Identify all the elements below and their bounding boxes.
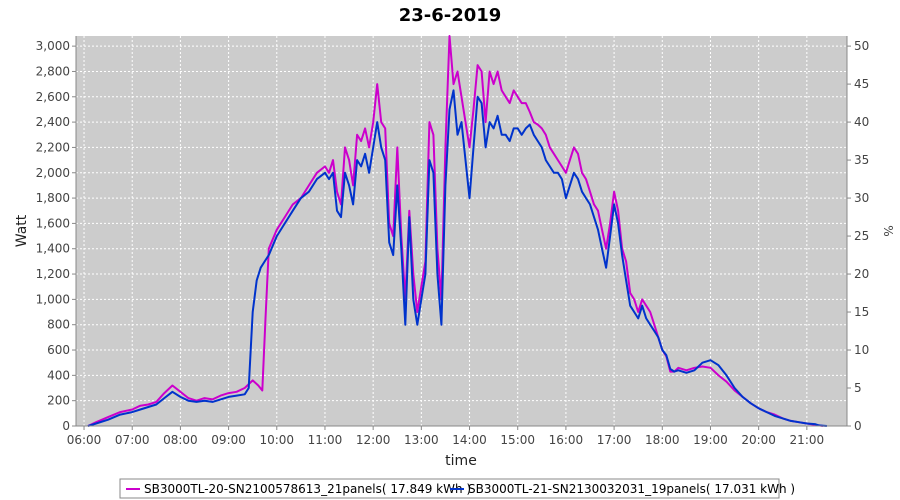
x-tick-label: 13:00 (404, 433, 439, 447)
y2-tick-label: 40 (854, 115, 869, 129)
y2-tick-label: 30 (854, 191, 869, 205)
y-tick-label: 1,400 (36, 242, 70, 256)
y2-tick-label: 35 (854, 153, 869, 167)
y2-tick-label: 20 (854, 267, 869, 281)
legend-label-2: SB3000TL-21-SN2130032031_19panels( 17.03… (468, 482, 795, 496)
y-tick-label: 2,800 (36, 64, 70, 78)
x-tick-label: 18:00 (645, 433, 680, 447)
x-tick-label: 21:00 (790, 433, 825, 447)
y-tick-label: 1,600 (36, 216, 70, 230)
x-tick-label: 12:00 (356, 433, 391, 447)
y2-tick-label: 15 (854, 305, 869, 319)
y-tick-label: 1,000 (36, 292, 70, 306)
x-tick-label: 20:00 (741, 433, 776, 447)
chart-title: 23-6-2019 (399, 5, 502, 26)
x-tick-label: 17:00 (597, 433, 632, 447)
legend-box (119, 478, 780, 499)
y2-tick-label: 45 (854, 77, 869, 91)
y-tick-label: 2,600 (36, 90, 70, 104)
x-tick-label: 09:00 (211, 433, 246, 447)
y-tick-label: 1,800 (36, 191, 70, 205)
y2-tick-label: 25 (854, 229, 869, 243)
x-tick-label: 11:00 (308, 433, 343, 447)
y-tick-label: 3,000 (36, 39, 70, 53)
x-tick-label: 15:00 (500, 433, 535, 447)
y-tick-label: 800 (47, 318, 70, 332)
legend-label-1: SB3000TL-20-SN2100578613_21panels( 17.84… (144, 482, 471, 496)
y2-tick-label: 10 (854, 343, 869, 357)
x-tick-label: 16:00 (549, 433, 584, 447)
series-layer (87, 35, 827, 427)
x-tick-label: 07:00 (115, 433, 150, 447)
x-tick-label: 08:00 (163, 433, 198, 447)
x-tick-label: 14:00 (452, 433, 487, 447)
axes: 02004006008001,0001,2001,4001,6001,8002,… (36, 36, 869, 447)
y-tick-label: 1,200 (36, 267, 70, 281)
y-tick-label: 200 (47, 394, 70, 408)
y-tick-label: 2,200 (36, 140, 70, 154)
x-axis-label: time (445, 453, 477, 469)
y-tick-label: 0 (62, 419, 70, 433)
x-tick-label: 06:00 (67, 433, 102, 447)
y2-tick-label: 50 (854, 39, 869, 53)
y2-tick-label: 5 (854, 381, 862, 395)
legend: SB3000TL-20-SN2100578613_21panels( 17.84… (119, 478, 795, 499)
y-axis-label: Watt (14, 214, 30, 247)
y-tick-label: 400 (47, 368, 70, 382)
series-line-2 (87, 89, 827, 427)
y2-tick-label: 0 (854, 419, 862, 433)
x-tick-label: 10:00 (259, 433, 294, 447)
y-tick-label: 2,400 (36, 115, 70, 129)
y2-axis-label: % (881, 225, 895, 236)
y-tick-label: 2,000 (36, 166, 70, 180)
y-tick-label: 600 (47, 343, 70, 357)
x-tick-label: 19:00 (693, 433, 728, 447)
